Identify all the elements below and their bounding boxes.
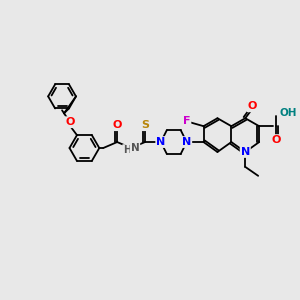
Text: N: N	[182, 137, 191, 147]
Text: O: O	[112, 120, 122, 130]
Text: N: N	[156, 137, 166, 147]
Text: N: N	[131, 143, 140, 153]
Text: F: F	[183, 116, 190, 126]
Text: S: S	[141, 120, 149, 130]
Text: OH: OH	[279, 108, 296, 118]
Text: O: O	[65, 117, 75, 127]
Text: O: O	[271, 135, 281, 145]
Text: H: H	[123, 145, 131, 155]
Text: N: N	[241, 147, 250, 157]
Text: O: O	[248, 101, 257, 111]
